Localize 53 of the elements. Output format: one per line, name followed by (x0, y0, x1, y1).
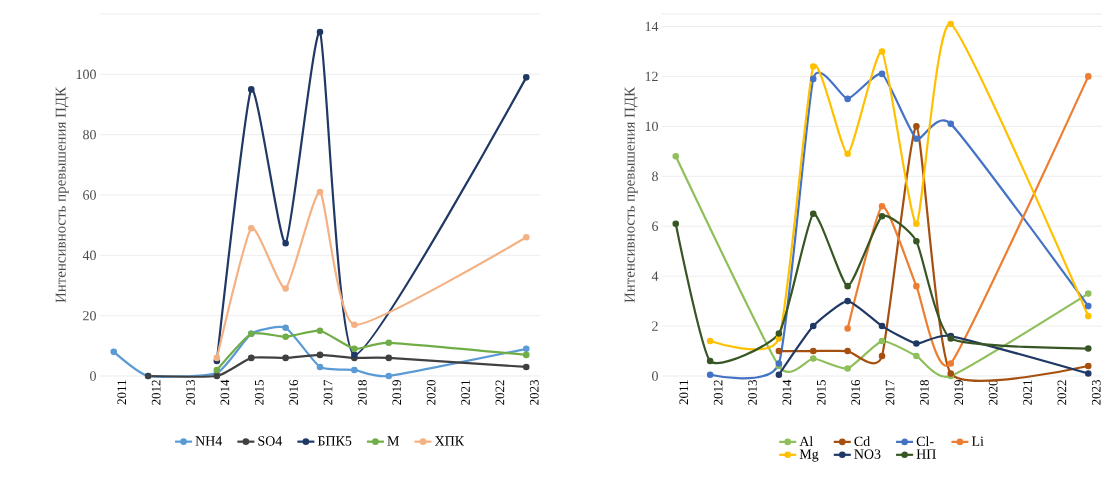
x-tick-label: 2014 (220, 379, 230, 405)
y-tick-label: 8 (652, 171, 658, 181)
legend-label: Li (971, 436, 984, 446)
x-tick-label: 2014 (782, 379, 792, 405)
x-tick-label: 2017 (323, 379, 333, 405)
x-tick-label: 2022 (495, 380, 505, 405)
legend-label: Al (799, 436, 813, 446)
legend-label: M (387, 436, 400, 446)
legend-label: НП (916, 449, 936, 459)
y-tick-label: 6 (652, 221, 659, 231)
x-tick-label: 2019 (392, 380, 402, 405)
y-tick-label: 20 (83, 310, 96, 321)
legend-label: Cd (854, 436, 870, 447)
x-tick-label: 2019 (954, 380, 964, 405)
legend-label: Mg (799, 449, 819, 462)
x-tick-label: 2015 (254, 380, 264, 405)
legend-label: Cl- (916, 436, 934, 447)
x-tick-label: 2012 (151, 380, 161, 405)
x-tick-label: 2017 (885, 379, 895, 405)
x-tick-label: 2016 (289, 379, 298, 405)
y-tick-label: 12 (645, 71, 658, 82)
y-tick-label: 14 (645, 21, 659, 32)
y-axis-title: Интенсивность превышения ПДК (55, 86, 69, 303)
x-tick-label: 2023 (529, 380, 539, 405)
y-tick-label: 60 (83, 190, 96, 200)
y-tick-label: 80 (83, 129, 96, 140)
x-tick-label: 2022 (1057, 380, 1067, 405)
y-tick-label: 100 (76, 69, 96, 80)
x-tick-label: 2021 (461, 380, 470, 405)
y-tick-label: 0 (90, 371, 96, 381)
legend-label: NO3 (854, 449, 881, 459)
x-tick-label: 2020 (426, 380, 436, 405)
x-tick-label: 2021 (1023, 380, 1032, 405)
y-tick-label: 2 (652, 321, 658, 331)
y-tick-label: 0 (652, 371, 658, 381)
x-tick-label: 2012 (713, 380, 723, 405)
x-tick-label: 2011 (117, 380, 127, 405)
x-tick-label: 2015 (816, 380, 826, 405)
x-tick-label: 2013 (186, 380, 195, 405)
legend-label: NH4 (195, 436, 223, 446)
x-tick-label: 2023 (1091, 380, 1101, 405)
x-tick-label: 2016 (851, 379, 860, 405)
legend-label: SO4 (258, 436, 283, 446)
y-axis-title: Интенсивность превышения ПДК (624, 86, 638, 303)
legend-label: БПК5 (317, 436, 352, 446)
y-tick-label: 10 (645, 121, 658, 132)
y-tick-label: 4 (651, 271, 659, 281)
x-tick-label: 2011 (679, 380, 689, 405)
x-tick-label: 2018 (358, 380, 367, 405)
x-tick-label: 2013 (748, 380, 757, 405)
legend-label: ХПК (434, 436, 465, 446)
y-tick-label: 40 (82, 250, 96, 261)
x-tick-label: 2018 (920, 380, 929, 405)
